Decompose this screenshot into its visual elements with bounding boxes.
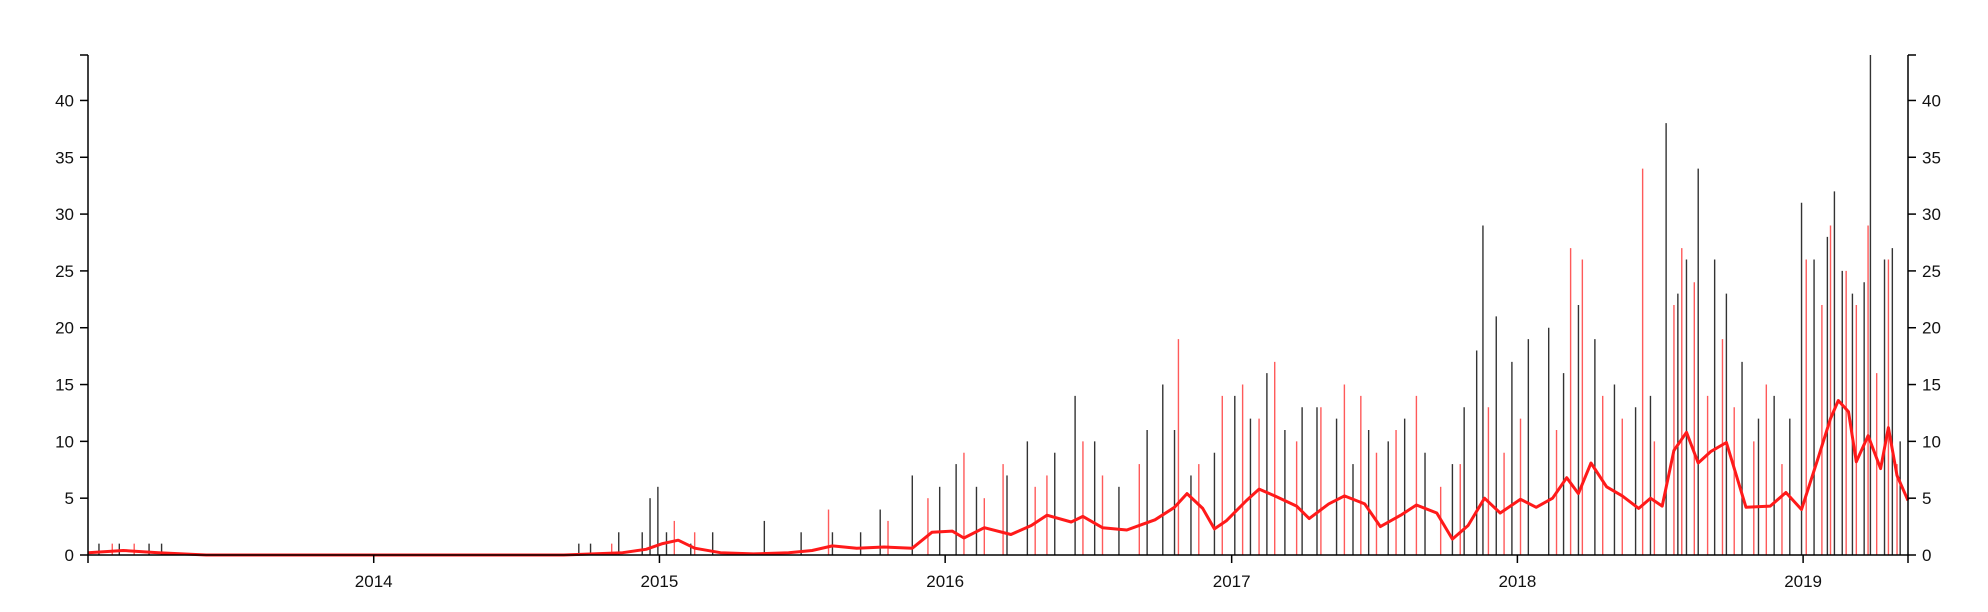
y-tick-label-right: 0 — [1922, 546, 1931, 565]
axes: 0 0 5 5 10 10 15 15 20 20 25 25 30 30 35 35 40 40 2014 2015… — [55, 54, 1941, 591]
y-tick-label-right: 20 — [1922, 319, 1941, 338]
x-tick-label: 2019 — [1784, 572, 1822, 591]
x-tick-label: 2015 — [641, 572, 679, 591]
x-tick-label: 2018 — [1498, 572, 1536, 591]
y-tick-label-left: 30 — [55, 205, 74, 224]
y-tick-label-left: 35 — [55, 148, 74, 167]
y-tick-label-left: 5 — [65, 489, 74, 508]
black-bar-series — [98, 55, 1901, 555]
y-tick-label-left: 40 — [55, 91, 74, 110]
y-tick-label-right: 5 — [1922, 489, 1931, 508]
y-tick-label-right: 40 — [1922, 91, 1941, 110]
y-tick-label-right: 10 — [1922, 432, 1941, 451]
y-tick-label-left: 20 — [55, 319, 74, 338]
y-tick-label-right: 35 — [1922, 148, 1941, 167]
x-tick-label: 2017 — [1213, 572, 1251, 591]
y-tick-label-left: 0 — [65, 546, 74, 565]
red-bar-series — [111, 168, 1898, 555]
x-tick-label: 2014 — [355, 572, 393, 591]
moving-average-line — [87, 399, 1910, 557]
y-tick-label-right: 25 — [1922, 262, 1941, 281]
x-tick-label: 2016 — [926, 572, 964, 591]
y-tick-label-right: 30 — [1922, 205, 1941, 224]
y-tick-label-left: 10 — [55, 432, 74, 451]
y-tick-label-right: 15 — [1922, 376, 1941, 395]
y-tick-label-left: 15 — [55, 376, 74, 395]
y-tick-label-left: 25 — [55, 262, 74, 281]
